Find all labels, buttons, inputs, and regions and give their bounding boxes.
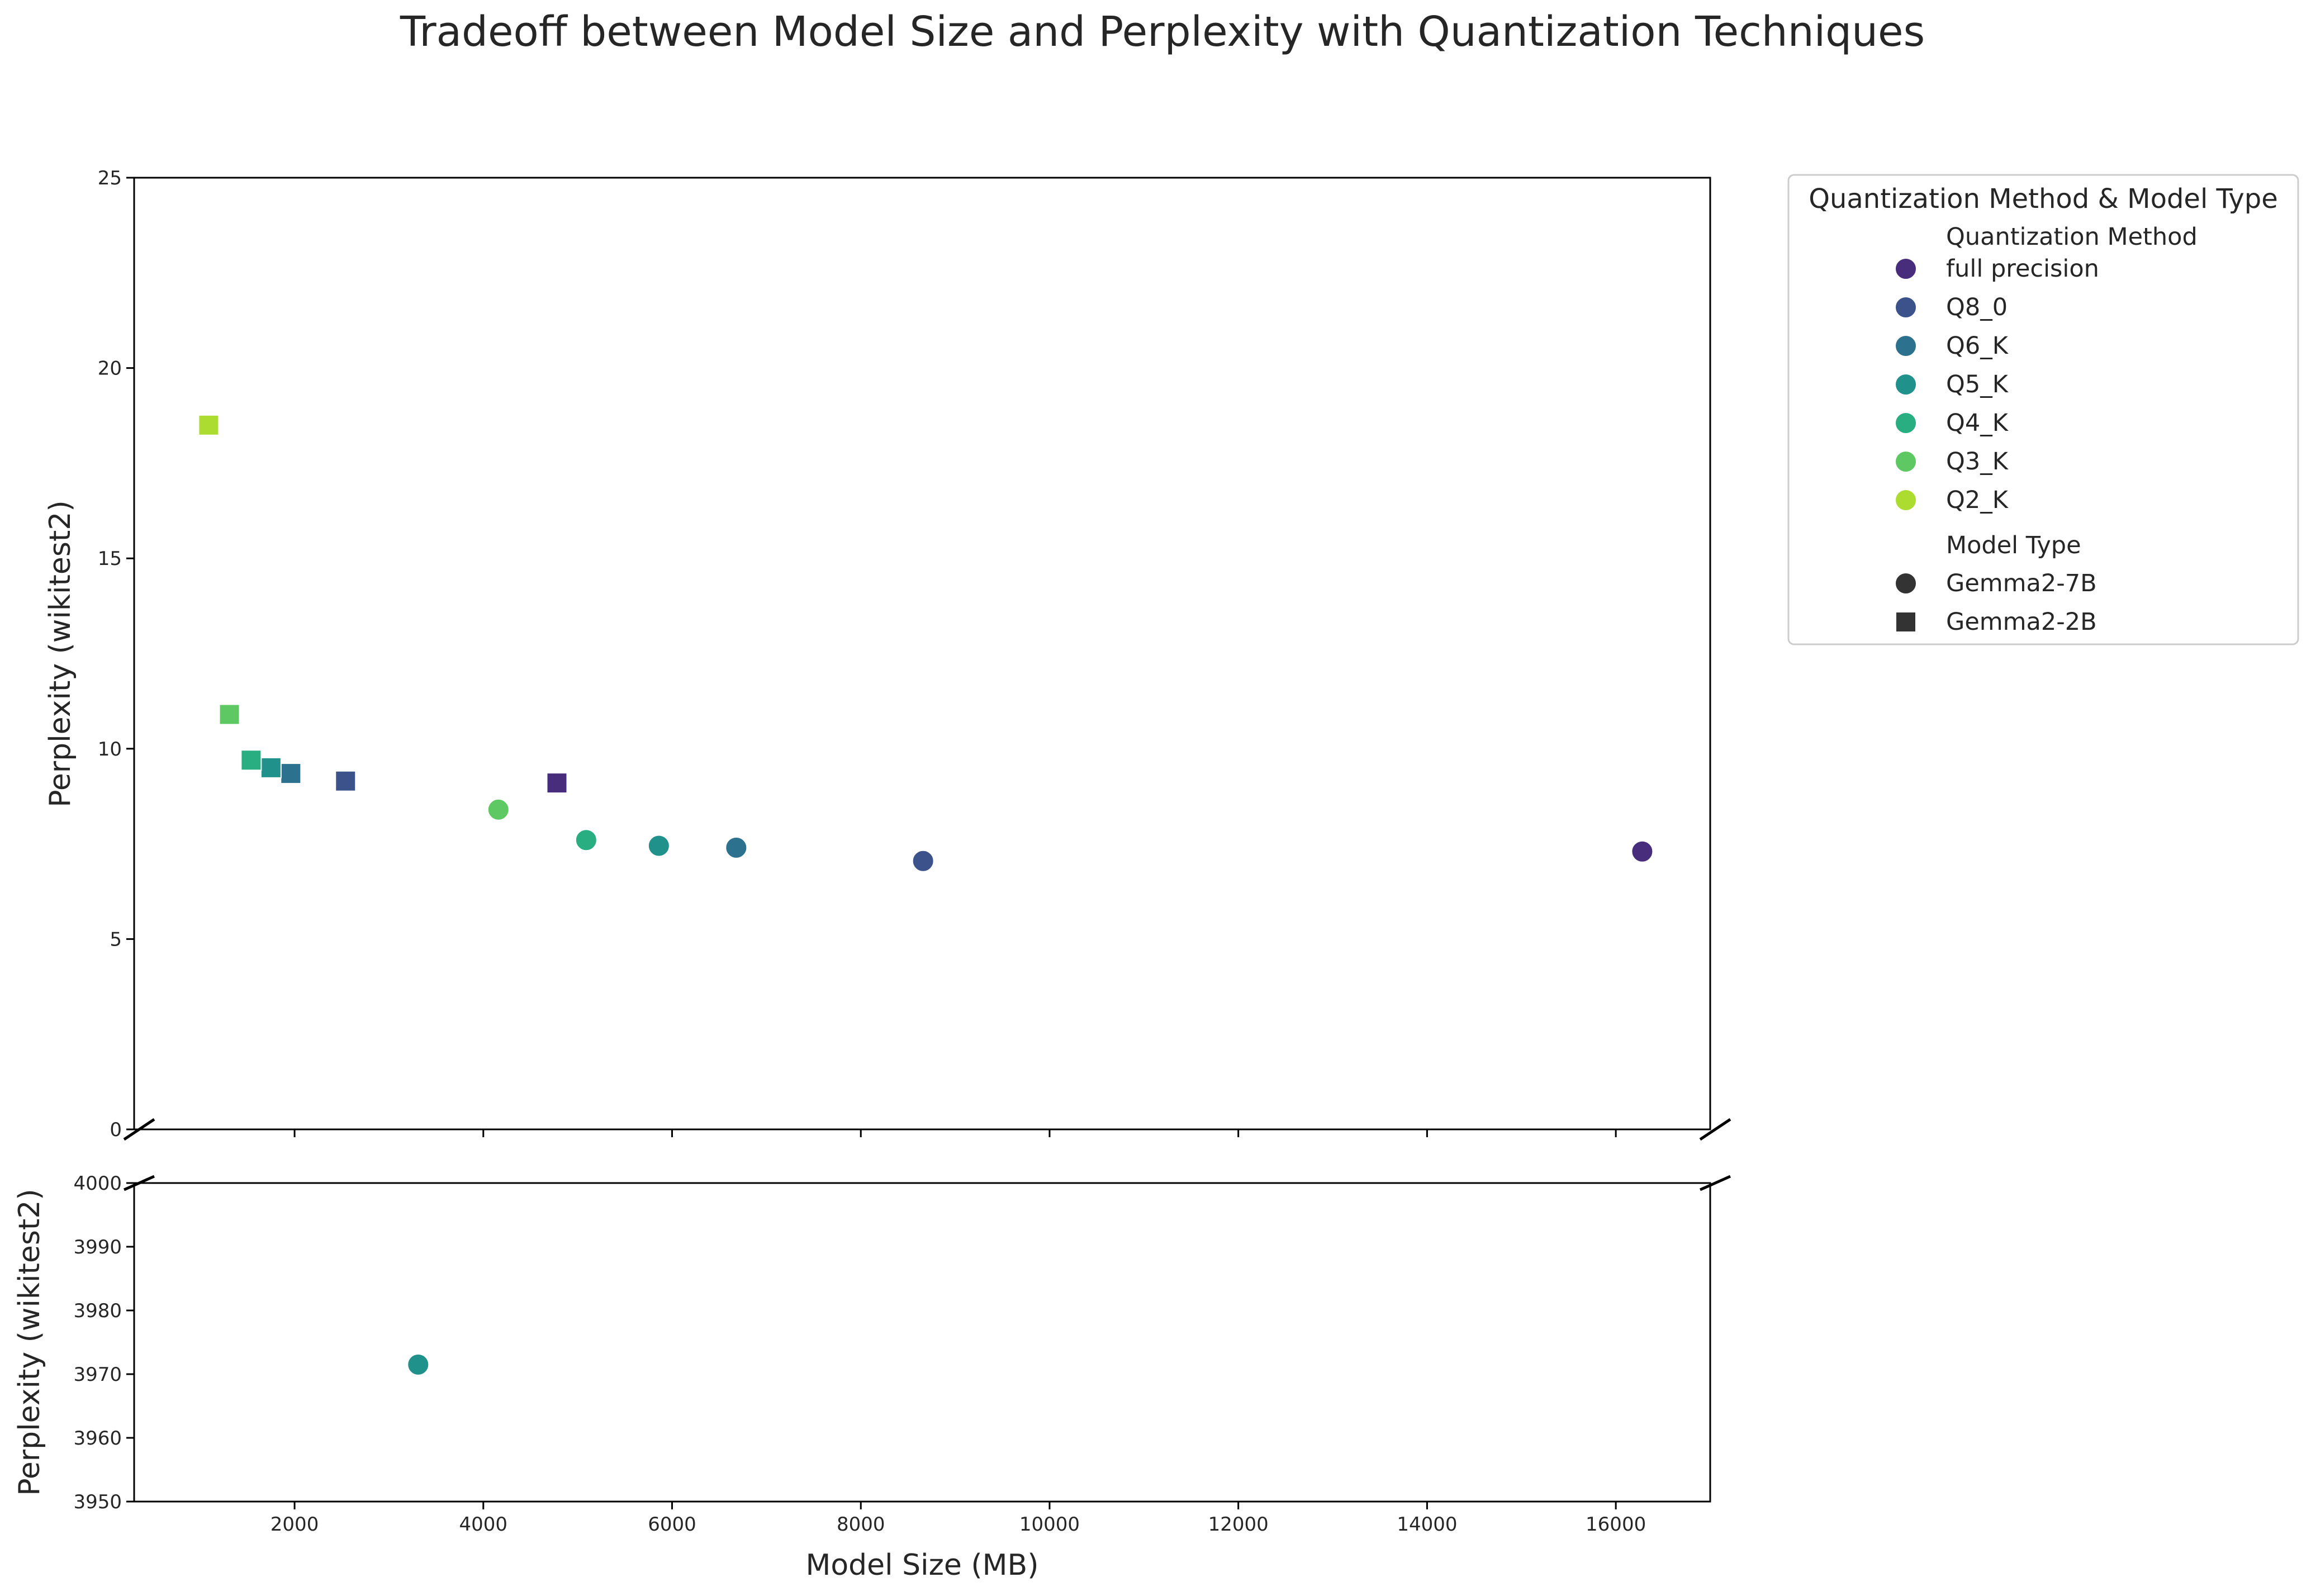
legend-method-header: Quantization Method	[1946, 223, 2198, 251]
lower-panel-frame	[133, 1182, 1711, 1503]
break-mark-upper-left	[123, 1118, 155, 1141]
legend-label: Q2_K	[1946, 486, 2009, 514]
data-point-gemma2-2b-q3-k	[219, 704, 240, 725]
legend-label: Gemma2-2B	[1946, 608, 2097, 636]
legend-method-entries: full precision Q8_0 Q6_K Q5_K Q4_K Q3_K Q2_K	[1895, 255, 2099, 514]
legend-model-header: Model Type	[1946, 531, 2081, 559]
legend-swatch-q5-k	[1895, 373, 1917, 396]
lower-y-tick-label: 4000	[73, 1172, 122, 1195]
upper-y-tick-label: 5	[110, 928, 122, 951]
data-point-gemma2-2b-q2-k	[198, 414, 220, 436]
x-tick-label: 14000	[1397, 1513, 1457, 1536]
legend-swatch-q4-k	[1895, 412, 1917, 434]
data-point-gemma2-2b-q4-k	[240, 749, 262, 771]
upper-y-ticks: 0 5 10 15 20 25	[98, 167, 134, 1141]
legend-label: Q8_0	[1946, 293, 2008, 321]
lower-data-points	[407, 1353, 430, 1376]
upper-panel: 0 5 10 15 20 25 Perplexity (wikitest2)	[44, 167, 1711, 1141]
upper-y-tick-label: 20	[98, 358, 122, 380]
x-ticks: 2000 4000 6000 8000 10000 12000 14000 16000	[271, 1129, 1646, 1536]
legend-swatch-q8-0	[1895, 296, 1917, 319]
upper-y-tick-label: 10	[98, 738, 122, 761]
x-tick-label: 10000	[1019, 1513, 1080, 1536]
upper-y-tick-label: 25	[98, 167, 122, 189]
lower-y-tick-label: 3950	[73, 1491, 122, 1513]
legend-label: Q4_K	[1946, 409, 2009, 437]
data-point-gemma2-7b-q3-k	[487, 798, 510, 821]
upper-y-axis-label: Perplexity (wikitest2)	[44, 500, 77, 807]
break-mark-upper-right	[1699, 1118, 1731, 1141]
upper-data-points	[198, 414, 1654, 872]
lower-y-tick-label: 3990	[73, 1236, 122, 1258]
legend: Quantization Method & Model Type Quantiz…	[1787, 174, 2299, 645]
data-point-gemma2-2b-full-precision	[546, 772, 568, 794]
legend-model-entries: Gemma2-7B Gemma2-2B	[1895, 569, 2097, 636]
upper-y-tick-label: 0	[110, 1119, 122, 1141]
data-point-gemma2-7b-q5-k	[647, 834, 670, 857]
data-point-gemma2-7b-q6-k	[725, 836, 748, 859]
axis-break-marks	[123, 1118, 1731, 1191]
upper-panel-frame	[133, 177, 1711, 1130]
break-mark-lower-left	[123, 1175, 155, 1191]
legend-swatch-q3-k	[1895, 450, 1917, 473]
data-point-gemma2-2b-q8-0	[335, 770, 357, 792]
x-tick-label: 2000	[271, 1513, 319, 1536]
data-point-gemma2-7b-q4-k	[575, 829, 597, 852]
upper-y-tick-label: 15	[98, 548, 122, 570]
lower-panel: 3950 3960 3970 3980 3990 4000 Perplexity (wik…	[13, 1172, 1711, 1513]
x-axis-label: Model Size (MB)	[805, 1548, 1038, 1582]
legend-label: full precision	[1946, 255, 2099, 283]
lower-y-axis-label: Perplexity (wikitest2)	[13, 1189, 46, 1495]
legend-swatch-full-precision	[1895, 258, 1917, 280]
legend-label: Gemma2-7B	[1946, 569, 2097, 597]
chart-title: Tradeoff between Model Size and Perplexi…	[400, 8, 1925, 56]
legend-swatch-q6-k	[1895, 335, 1917, 357]
data-point-gemma2-7b-q5-k	[407, 1353, 430, 1376]
x-tick-label: 4000	[459, 1513, 508, 1536]
data-point-gemma2-7b-full-precision	[1631, 840, 1654, 863]
lower-y-tick-label: 3970	[73, 1364, 122, 1386]
lower-y-tick-label: 3960	[73, 1427, 122, 1450]
x-tick-label: 8000	[837, 1513, 885, 1536]
data-point-gemma2-2b-q5-k	[260, 757, 282, 778]
legend-label: Q5_K	[1946, 370, 2009, 398]
legend-label: Q3_K	[1946, 448, 2009, 476]
legend-frame	[1787, 174, 2299, 645]
lower-y-ticks: 3950 3960 3970 3980 3990 4000	[73, 1172, 134, 1513]
legend-marker-gemma2-7b	[1895, 572, 1917, 595]
legend-marker-gemma2-2b	[1895, 611, 1916, 633]
legend-label: Q6_K	[1946, 332, 2009, 360]
data-point-gemma2-2b-q6-k	[280, 763, 302, 785]
lower-y-tick-label: 3980	[73, 1300, 122, 1322]
data-point-gemma2-7b-q8-0	[912, 849, 934, 872]
legend-title: Quantization Method & Model Type	[1809, 183, 2278, 215]
x-tick-label: 6000	[648, 1513, 696, 1536]
break-mark-lower-right	[1699, 1175, 1731, 1191]
legend-swatch-q2-k	[1895, 489, 1917, 511]
x-tick-label: 12000	[1208, 1513, 1269, 1536]
x-tick-label: 16000	[1586, 1513, 1646, 1536]
